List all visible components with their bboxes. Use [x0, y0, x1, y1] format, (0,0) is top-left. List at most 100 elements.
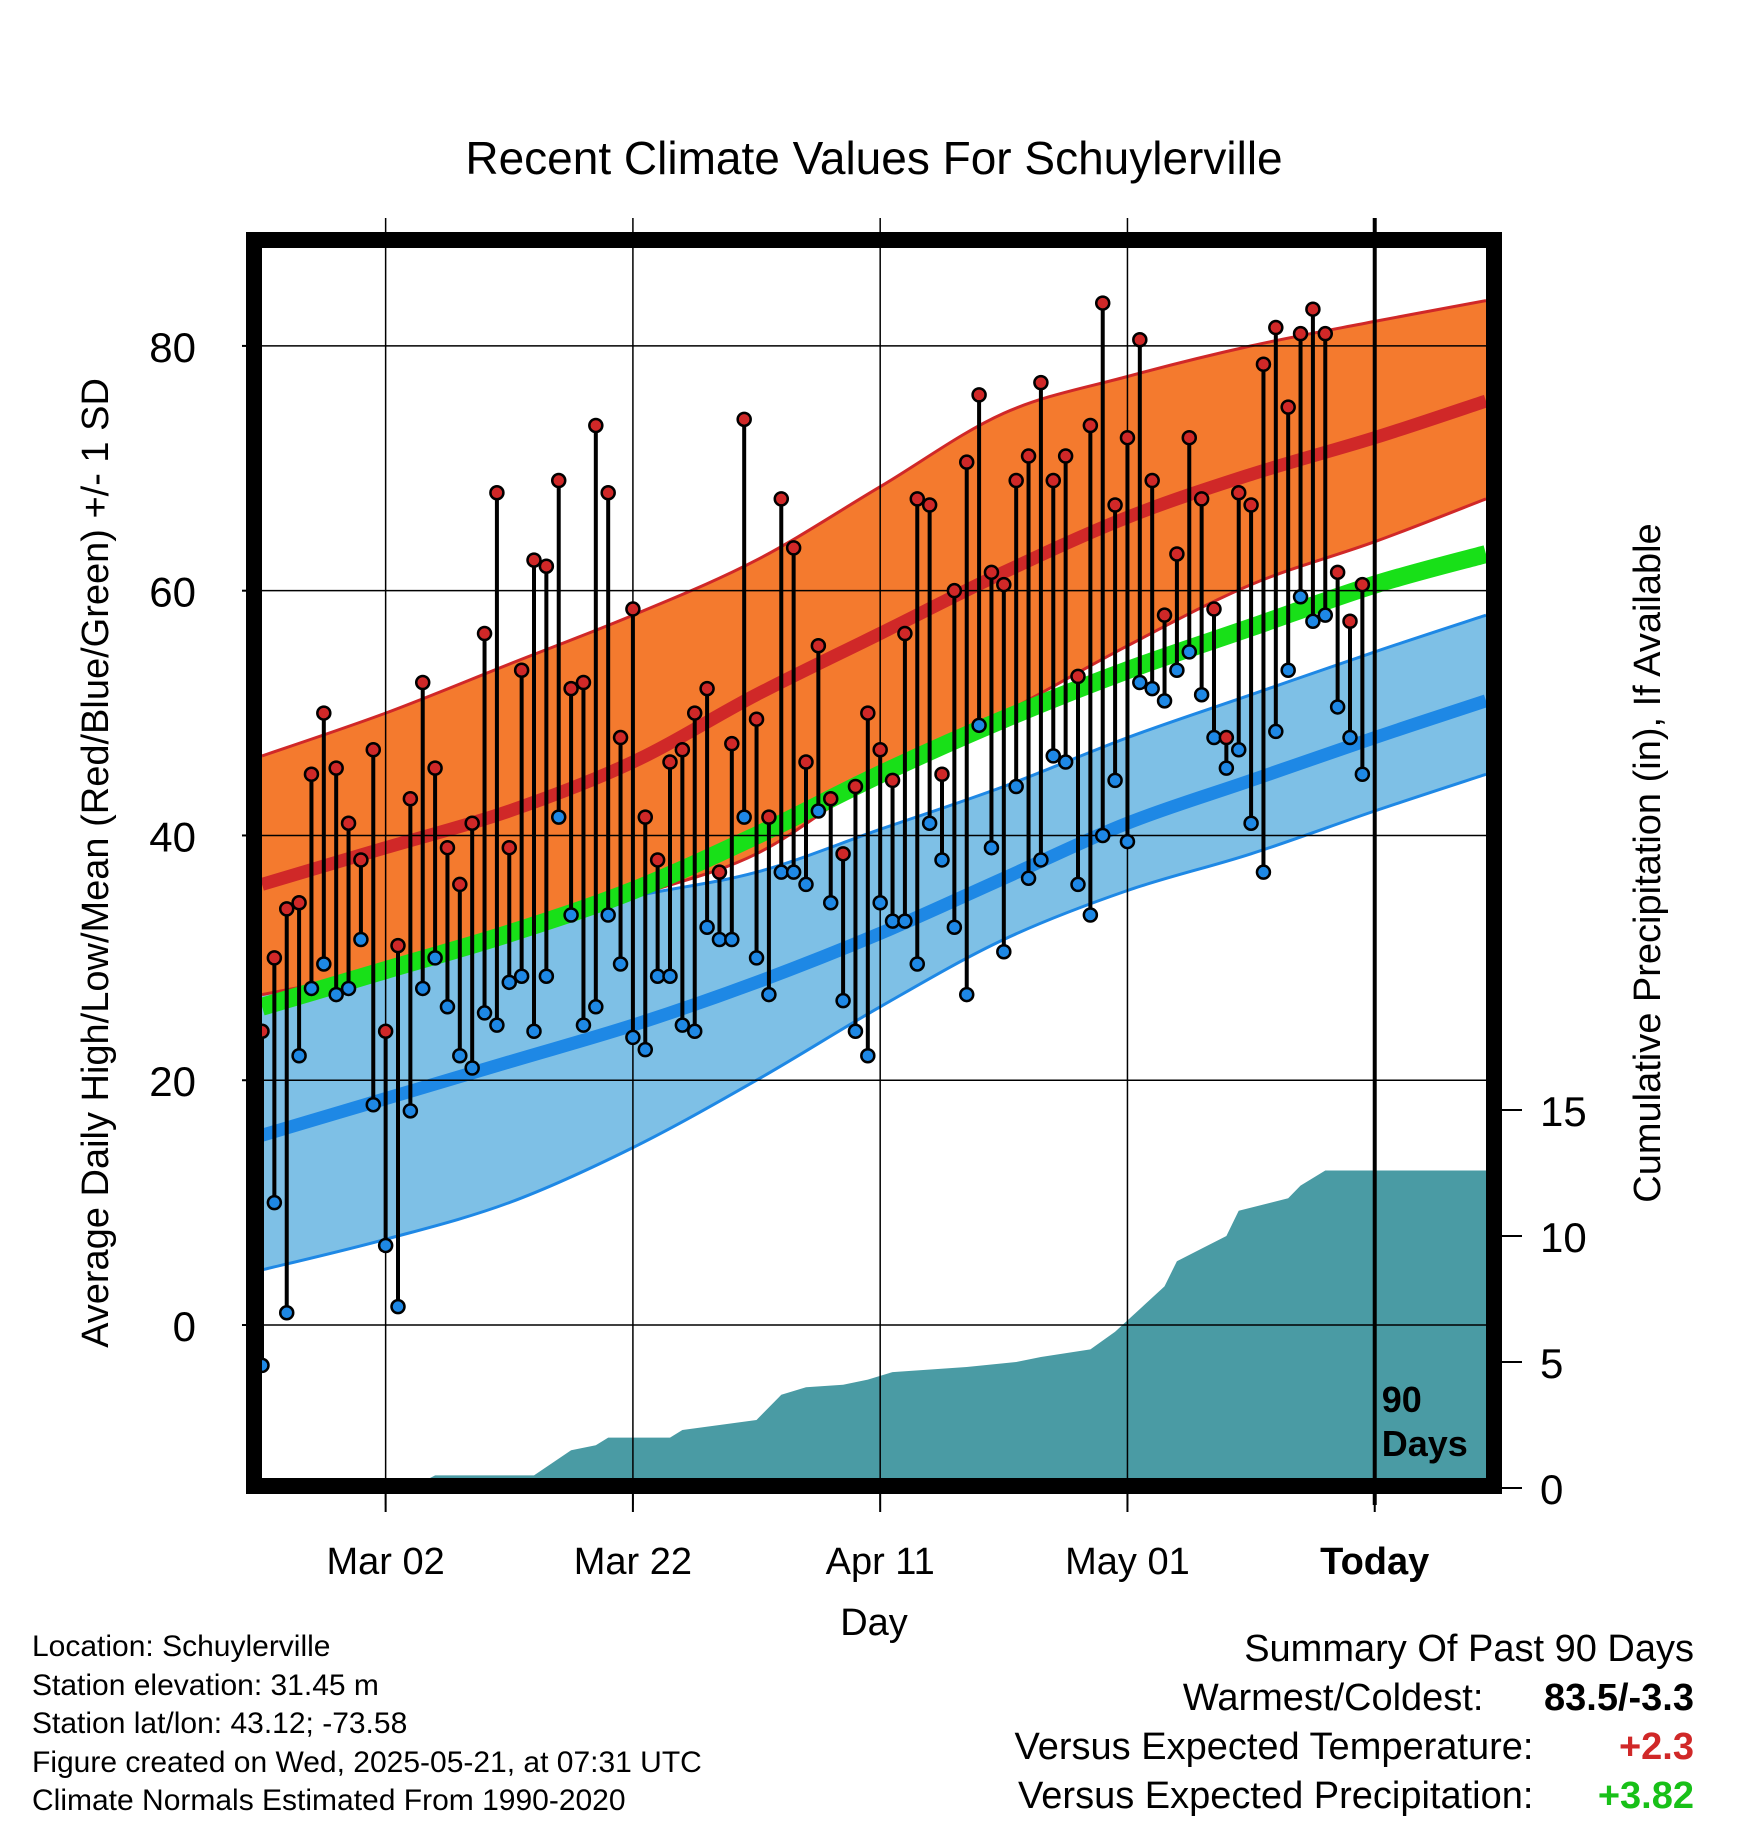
daily-high-dot-19	[489, 485, 505, 501]
daily-high-dot-54	[921, 497, 938, 513]
plot-border	[246, 232, 1502, 1494]
daily-low-dot-58	[971, 717, 987, 734]
daily-high-dot-49	[860, 705, 876, 721]
x-tick-label-2025-05-21: Today	[1320, 1541, 1429, 1583]
daily-low-dot-2	[278, 1305, 295, 1321]
daily-low-dot-9	[365, 1096, 382, 1113]
daily-high-dot-57	[958, 454, 975, 470]
daily-high-dot-9	[365, 742, 382, 758]
daily-low-dot-35	[686, 1023, 703, 1040]
daily-high-dot-77	[1206, 601, 1222, 617]
daily-low-dot-10	[377, 1237, 394, 1254]
daily-high-dot-5	[316, 705, 332, 721]
daily-low-dot-65	[1057, 754, 1074, 770]
daily-low-dot-54	[921, 815, 938, 831]
daily-low-dot-45	[810, 803, 827, 819]
daily-low-dot-81	[1255, 864, 1272, 880]
today-annotation-line-1: Days	[1382, 1423, 1468, 1464]
daily-low-dot-40	[748, 950, 765, 966]
daily-high-dot-22	[526, 552, 542, 568]
daily-low-dot-82	[1268, 723, 1284, 740]
daily-low-dot-84	[1292, 589, 1309, 605]
daily-high-dot-43	[785, 540, 802, 556]
daily-low-dot-16	[452, 1048, 468, 1064]
daily-high-dot-68	[1094, 295, 1111, 311]
daily-low-dot-70	[1119, 833, 1136, 850]
daily-low-dot-39	[736, 809, 752, 825]
daily-high-dot-10	[377, 1023, 394, 1040]
daily-high-dot-39	[736, 411, 752, 428]
daily-low-dot-30	[625, 1029, 641, 1046]
daily-low-dot-23	[538, 968, 555, 984]
daily-low-dot-69	[1107, 772, 1123, 789]
daily-low-dot-42	[773, 864, 790, 880]
summary-warmest-row: Warmest/Coldest: 83.5/-3.3	[1015, 1674, 1694, 1723]
daily-low-dot-85	[1305, 613, 1321, 630]
daily-low-dot-63	[1033, 852, 1049, 868]
warmest-label: Warmest/Coldest:	[1182, 1677, 1484, 1719]
daily-high-dot-46	[822, 790, 839, 807]
daily-low-dot-27	[588, 999, 604, 1015]
daily-low-dot-26	[575, 1017, 592, 1033]
y-tick-label-left-20: 20	[149, 1058, 196, 1105]
daily-high-dot-44	[798, 754, 814, 770]
daily-low-dot-7	[340, 980, 357, 997]
daily-high-dot-85	[1305, 301, 1321, 317]
daily-high-dot-23	[538, 558, 555, 574]
daily-low-dot-3	[291, 1048, 307, 1064]
daily-low-dot-87	[1329, 699, 1346, 715]
daily-high-dot-75	[1181, 429, 1198, 446]
daily-high-dot-42	[773, 491, 790, 507]
station-elevation: Station elevation: 31.45 m	[32, 1668, 379, 1702]
daily-low-dot-47	[835, 992, 851, 1009]
daily-high-dot-27	[588, 417, 604, 434]
daily-high-dot-40	[748, 711, 765, 727]
daily-high-dot-62	[1020, 448, 1037, 464]
daily-low-dot-61	[1008, 778, 1024, 795]
y-tick-label-right-5: 5	[1540, 1340, 1563, 1387]
daily-high-dot-2	[278, 901, 295, 917]
daily-low-dot-88	[1342, 729, 1358, 746]
daily-low-dot-1	[266, 1194, 283, 1211]
daily-low-dot-67	[1082, 907, 1099, 923]
daily-high-dot-81	[1255, 356, 1272, 373]
daily-low-dot-14	[427, 950, 443, 966]
daily-low-dot-73	[1156, 693, 1173, 709]
daily-low-dot-8	[353, 931, 369, 948]
daily-high-dot-87	[1329, 564, 1346, 581]
x-tick-label-2025-03-02: Mar 02	[326, 1541, 444, 1583]
daily-high-dot-70	[1119, 429, 1136, 446]
daily-low-dot-75	[1181, 644, 1198, 660]
daily-high-dot-20	[501, 839, 518, 856]
daily-high-dot-50	[872, 742, 888, 758]
station-latlon: Station lat/lon: 43.12; -73.58	[32, 1707, 408, 1740]
daily-low-dot-89	[1354, 766, 1371, 783]
daily-high-dot-69	[1107, 497, 1123, 513]
daily-high-dot-73	[1156, 607, 1173, 623]
daily-high-dot-58	[971, 387, 987, 403]
daily-high-dot-12	[402, 790, 419, 807]
daily-low-dot-51	[884, 913, 901, 929]
daily-high-dot-84	[1292, 325, 1309, 342]
y-tick-label-left-80: 80	[149, 324, 196, 371]
daily-low-dot-79	[1230, 742, 1247, 758]
daily-low-dot-68	[1094, 827, 1111, 844]
daily-low-dot-55	[934, 852, 950, 868]
station-info: Location: Schuylerville Station elevatio…	[32, 1628, 702, 1821]
daily-low-dot-83	[1280, 662, 1296, 678]
daily-high-dot-35	[686, 705, 703, 721]
daily-low-dot-28	[600, 907, 616, 923]
daily-high-dot-25	[563, 680, 579, 697]
daily-low-dot-66	[1070, 876, 1086, 893]
daily-high-dot-4	[303, 766, 320, 783]
summary-panel: Summary Of Past 90 Days Warmest/Coldest:…	[1015, 1625, 1694, 1821]
y-tick-label-left-40: 40	[149, 813, 196, 860]
daily-low-dot-76	[1193, 686, 1210, 703]
daily-low-dot-36	[699, 919, 715, 936]
high-sd-band	[262, 300, 1486, 995]
daily-high-dot-6	[328, 760, 344, 776]
daily-high-dot-34	[674, 742, 691, 758]
daily-low-dot-11	[390, 1298, 406, 1315]
y-tick-label-left-0: 0	[173, 1303, 196, 1350]
